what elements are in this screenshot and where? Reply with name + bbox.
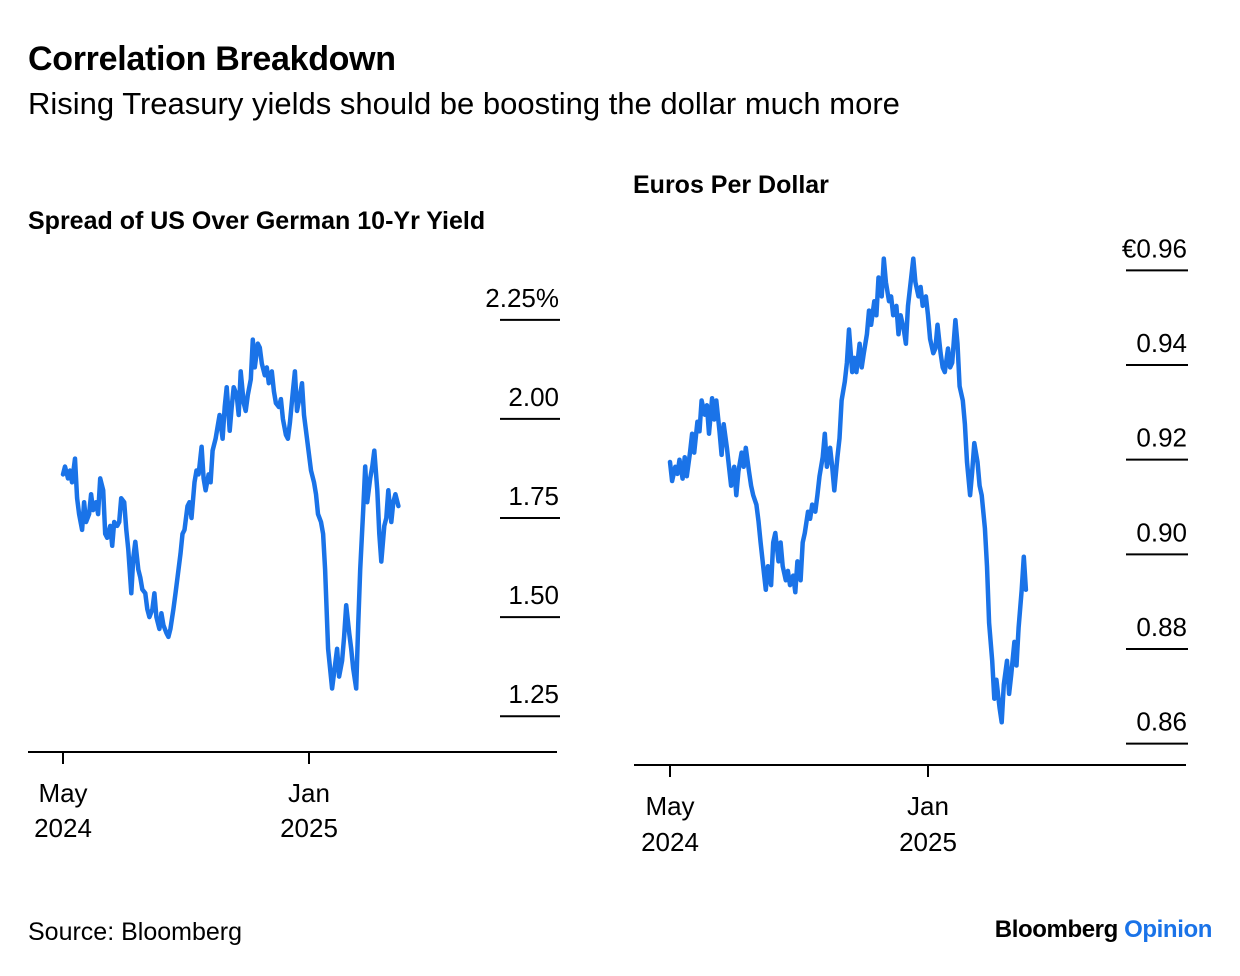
spread-ytick-label-4: 1.25 <box>508 679 559 709</box>
spread-chart-title: Spread of US Over German 10-Yr Yield <box>28 207 485 235</box>
page-subtitle: Rising Treasury yields should be boostin… <box>28 86 900 121</box>
spread-ytick-label-2: 1.75 <box>508 481 559 511</box>
euro-chart: Euros Per Dollar €0.96 0.94 0.92 0.90 0.88 0.… <box>633 171 1188 857</box>
euro-chart-title: Euros Per Dollar <box>633 171 829 199</box>
spread-plot <box>60 337 401 691</box>
euro-x-axis: May 2024 Jan 2025 <box>634 764 1186 857</box>
euro-y-axis: €0.96 0.94 0.92 0.90 0.88 0.86 <box>1122 233 1188 745</box>
spread-ytick-label-0: 2.25% <box>485 283 559 313</box>
spread-ytick-label-3: 1.50 <box>508 580 559 610</box>
brand-name: Bloomberg <box>994 916 1118 943</box>
brand-suffix: Opinion <box>1124 916 1212 943</box>
spread-y-axis: 2.25% 2.00 1.75 1.50 1.25 <box>485 283 560 718</box>
euro-xtick-month-1: Jan <box>907 791 949 821</box>
brand-logo: Bloomberg Opinion <box>994 916 1213 944</box>
page-title: Correlation Breakdown <box>28 40 396 78</box>
euro-plot <box>667 256 1029 725</box>
euro-ytick-label-0: €0.96 <box>1122 233 1187 263</box>
euro-ytick-label-3: 0.90 <box>1136 517 1187 547</box>
euro-ytick-label-1: 0.94 <box>1136 328 1187 358</box>
euro-series-line-0 <box>667 256 1029 725</box>
spread-xtick-year-0: 2024 <box>34 813 92 843</box>
euro-ytick-label-5: 0.86 <box>1136 707 1187 737</box>
euro-xtick-year-1: 2025 <box>899 827 957 857</box>
spread-xtick-month-0: May <box>38 778 87 808</box>
spread-chart: Spread of US Over German 10-Yr Yield 2.2… <box>28 207 560 843</box>
spread-xtick-month-1: Jan <box>288 778 330 808</box>
spread-x-axis: May 2024 Jan 2025 <box>28 751 557 843</box>
spread-xtick-year-1: 2025 <box>280 813 338 843</box>
euro-ytick-label-2: 0.92 <box>1136 423 1187 453</box>
euro-xtick-year-0: 2024 <box>641 827 699 857</box>
spread-series-line-0 <box>60 337 401 691</box>
spread-ytick-label-1: 2.00 <box>508 382 559 412</box>
source-note: Source: Bloomberg <box>28 918 243 946</box>
euro-xtick-month-0: May <box>645 791 694 821</box>
euro-ytick-label-4: 0.88 <box>1136 612 1187 642</box>
